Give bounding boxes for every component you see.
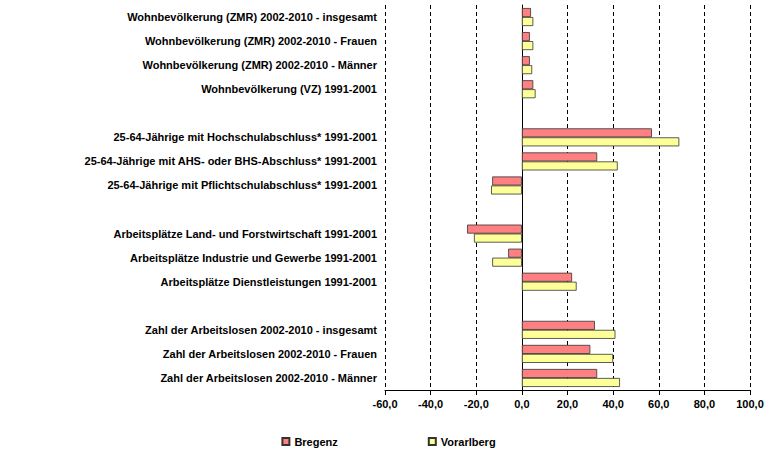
svg-text:Arbeitsplätze Land- und Forstw: Arbeitsplätze Land- und Forstwirtschaft … (114, 228, 377, 240)
svg-text:60,0: 60,0 (648, 398, 669, 410)
svg-text:40,0: 40,0 (602, 398, 623, 410)
svg-text:25-64-Jährige mit Hochschulabs: 25-64-Jährige mit Hochschulabschluss* 19… (113, 131, 377, 143)
svg-text:-20,0: -20,0 (464, 398, 489, 410)
svg-text:Bregenz: Bregenz (294, 436, 338, 448)
svg-text:20,0: 20,0 (557, 398, 578, 410)
svg-text:Zahl der Arbeitslosen 2002-201: Zahl der Arbeitslosen 2002-2010 - insges… (145, 324, 377, 336)
svg-text:0,0: 0,0 (514, 398, 529, 410)
svg-text:Wohnbevölkerung (ZMR) 2002-201: Wohnbevölkerung (ZMR) 2002-2010 - Frauen (145, 35, 377, 47)
svg-text:Wohnbevölkerung (ZMR) 2002-201: Wohnbevölkerung (ZMR) 2002-2010 - Männer (142, 59, 377, 71)
svg-text:Arbeitsplätze Industrie und Ge: Arbeitsplätze Industrie und Gewerbe 1991… (130, 252, 377, 264)
svg-text:Zahl der Arbeitslosen 2002-201: Zahl der Arbeitslosen 2002-2010 - Männer (160, 372, 377, 384)
svg-text:-60,0: -60,0 (372, 398, 397, 410)
svg-text:Wohnbevölkerung (ZMR) 2002-201: Wohnbevölkerung (ZMR) 2002-2010 - insges… (127, 11, 377, 23)
svg-text:Wohnbevölkerung (VZ) 1991-2001: Wohnbevölkerung (VZ) 1991-2001 (201, 83, 377, 95)
svg-text:Zahl der Arbeitslosen 2002-201: Zahl der Arbeitslosen 2002-2010 - Frauen (163, 348, 377, 360)
svg-text:Arbeitsplätze Dienstleistungen: Arbeitsplätze Dienstleistungen 1991-2001 (161, 276, 377, 288)
svg-text:Vorarlberg: Vorarlberg (441, 436, 496, 448)
svg-text:25-64-Jährige mit AHS- oder BH: 25-64-Jährige mit AHS- oder BHS-Abschlus… (85, 155, 377, 167)
svg-text:100,0: 100,0 (736, 398, 764, 410)
svg-text:-40,0: -40,0 (418, 398, 443, 410)
svg-text:25-64-Jährige mit Pflichtschul: 25-64-Jährige mit Pflichtschulabschluss*… (107, 179, 377, 191)
svg-text:80,0: 80,0 (694, 398, 715, 410)
